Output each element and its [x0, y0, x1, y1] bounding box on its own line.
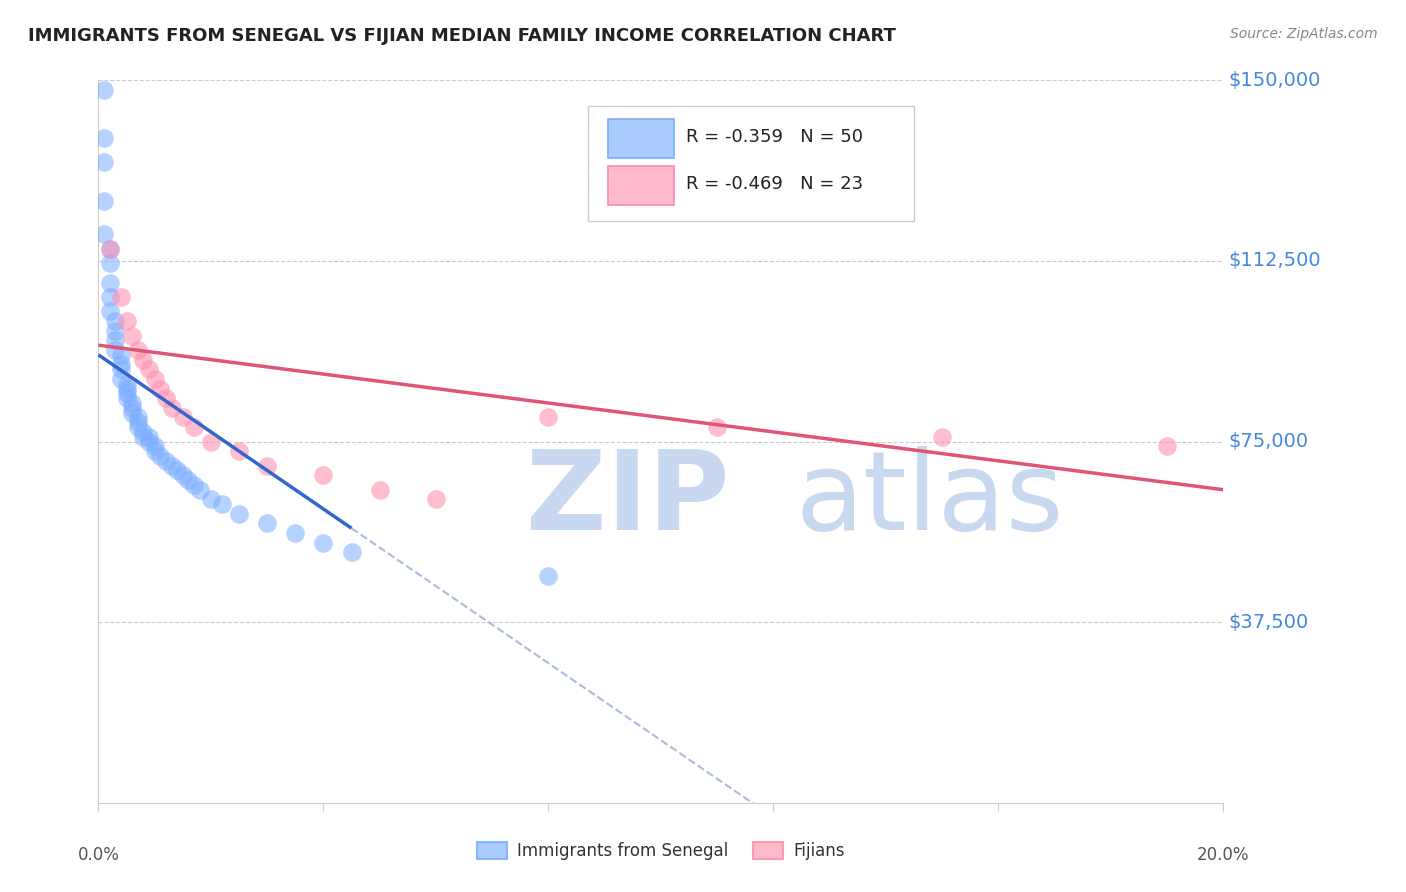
Point: [127, 343, 149, 357]
Point: [1156, 439, 1178, 453]
Point: [104, 314, 127, 328]
Point: [211, 497, 233, 511]
Legend: Immigrants from Senegal, Fijians: Immigrants from Senegal, Fijians: [470, 835, 852, 867]
Text: R = -0.359   N = 50: R = -0.359 N = 50: [686, 128, 862, 145]
Text: 20.0%: 20.0%: [1197, 847, 1250, 864]
Point: [104, 343, 127, 357]
Point: [127, 420, 149, 434]
Point: [93, 194, 115, 208]
Point: [537, 410, 560, 425]
Point: [104, 334, 127, 348]
Point: [425, 492, 447, 507]
Point: [98, 304, 121, 318]
Point: [172, 410, 194, 425]
Point: [121, 401, 143, 415]
Point: [143, 444, 166, 458]
Point: [104, 324, 127, 338]
Point: [149, 382, 172, 396]
FancyBboxPatch shape: [588, 105, 914, 221]
FancyBboxPatch shape: [607, 119, 675, 158]
Text: ZIP: ZIP: [526, 446, 730, 553]
Text: 0.0%: 0.0%: [77, 847, 120, 864]
Point: [256, 458, 278, 473]
Point: [115, 386, 138, 401]
Text: R = -0.469   N = 23: R = -0.469 N = 23: [686, 175, 863, 193]
Point: [228, 444, 250, 458]
Point: [115, 391, 138, 405]
Point: [931, 430, 953, 444]
Point: [132, 352, 155, 367]
Point: [284, 526, 307, 541]
Point: [138, 362, 160, 376]
Point: [121, 406, 143, 420]
Point: [340, 545, 363, 559]
Point: [93, 83, 115, 97]
Point: [115, 376, 138, 391]
Point: [166, 463, 188, 477]
Point: [183, 420, 205, 434]
Point: [149, 449, 172, 463]
Point: [160, 401, 183, 415]
Point: [115, 382, 138, 396]
Text: $150,000: $150,000: [1229, 70, 1322, 90]
FancyBboxPatch shape: [607, 166, 675, 204]
Point: [537, 569, 560, 583]
Point: [143, 372, 166, 386]
Point: [110, 290, 132, 304]
Point: [132, 425, 155, 439]
Point: [93, 155, 115, 169]
Point: [121, 396, 143, 410]
Point: [98, 242, 121, 256]
Point: [183, 478, 205, 492]
Point: [93, 131, 115, 145]
Point: [228, 507, 250, 521]
Point: [160, 458, 183, 473]
Point: [110, 372, 132, 386]
Point: [177, 473, 200, 487]
Point: [98, 256, 121, 270]
Point: [93, 227, 115, 242]
Point: [132, 430, 155, 444]
Point: [110, 358, 132, 372]
Point: [155, 454, 177, 468]
Point: [127, 410, 149, 425]
Text: $112,500: $112,500: [1229, 252, 1322, 270]
Point: [200, 434, 222, 449]
Point: [110, 362, 132, 376]
Point: [256, 516, 278, 531]
Point: [368, 483, 391, 497]
Point: [172, 468, 194, 483]
Point: [138, 430, 160, 444]
Point: [312, 535, 335, 549]
Point: [138, 434, 160, 449]
Point: [110, 348, 132, 362]
Text: $37,500: $37,500: [1229, 613, 1309, 632]
Point: [143, 439, 166, 453]
Text: IMMIGRANTS FROM SENEGAL VS FIJIAN MEDIAN FAMILY INCOME CORRELATION CHART: IMMIGRANTS FROM SENEGAL VS FIJIAN MEDIAN…: [28, 27, 896, 45]
Point: [312, 468, 335, 483]
Point: [115, 314, 138, 328]
Point: [98, 242, 121, 256]
Point: [200, 492, 222, 507]
Point: [706, 420, 728, 434]
Text: atlas: atlas: [796, 446, 1064, 553]
Point: [188, 483, 211, 497]
Point: [98, 276, 121, 290]
Text: Source: ZipAtlas.com: Source: ZipAtlas.com: [1230, 27, 1378, 41]
Point: [98, 290, 121, 304]
Text: $75,000: $75,000: [1229, 432, 1309, 451]
Point: [121, 328, 143, 343]
Point: [155, 391, 177, 405]
Point: [127, 415, 149, 429]
